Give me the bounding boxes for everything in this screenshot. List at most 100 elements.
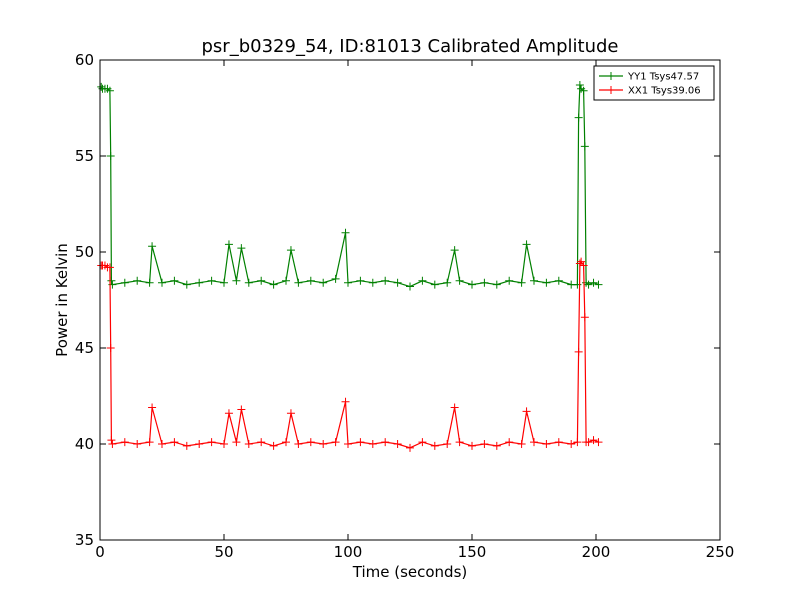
data-point <box>406 443 414 452</box>
data-point <box>393 440 402 448</box>
data-point <box>574 113 583 122</box>
series-line <box>100 84 599 288</box>
x-tick-label: 200 <box>582 543 611 561</box>
data-point <box>554 438 563 447</box>
data-point <box>158 278 166 287</box>
data-point <box>145 438 154 447</box>
data-point <box>517 278 526 287</box>
data-point <box>574 347 583 356</box>
data-point <box>148 242 157 251</box>
y-tick-label: 50 <box>75 243 94 261</box>
data-point <box>573 438 582 447</box>
data-point <box>530 276 538 285</box>
x-tick-label: 0 <box>95 543 105 561</box>
data-point <box>381 276 390 285</box>
data-point <box>594 438 603 447</box>
data-point <box>356 438 365 447</box>
data-point <box>319 278 328 287</box>
series-layer <box>97 80 603 452</box>
data-point <box>580 313 589 322</box>
x-tick-label: 250 <box>706 543 735 561</box>
data-point <box>589 278 598 287</box>
legend-entry-label: XX1 Tsys39.06 <box>628 86 701 97</box>
data-point <box>107 436 116 445</box>
data-point <box>170 438 179 447</box>
data-point <box>542 440 551 448</box>
x-tick-label: 100 <box>334 543 363 561</box>
data-point <box>505 438 514 447</box>
legend-marker <box>607 86 615 94</box>
data-point <box>207 438 216 447</box>
data-point <box>182 441 191 450</box>
data-point <box>554 276 563 285</box>
data-point <box>319 440 328 448</box>
data-point <box>430 441 439 450</box>
data-point <box>468 280 476 289</box>
data-point <box>341 228 350 237</box>
ticks-layer: 0 50 100 150 200 250 35 40 45 50 55 60 <box>75 51 734 561</box>
data-point <box>430 280 439 289</box>
data-point <box>195 278 204 287</box>
data-point <box>381 438 390 447</box>
data-point <box>106 152 115 160</box>
data-point <box>108 440 117 448</box>
data-point <box>344 278 352 287</box>
data-point <box>257 438 266 447</box>
data-point <box>282 438 290 447</box>
data-point <box>492 280 501 289</box>
legend-entry-label: YY1 Tsys47.57 <box>627 72 699 83</box>
data-point <box>589 436 598 445</box>
data-point <box>107 276 116 285</box>
data-point <box>455 276 464 285</box>
data-point <box>244 278 253 287</box>
data-point <box>368 278 377 287</box>
data-point <box>105 86 114 95</box>
x-tick-label: 150 <box>458 543 487 561</box>
data-point <box>406 282 414 291</box>
legend-box <box>593 65 715 101</box>
data-point <box>220 440 228 448</box>
y-tick-label: 55 <box>75 147 94 165</box>
data-point <box>269 280 278 289</box>
data-point <box>224 240 233 249</box>
data-point <box>294 440 303 448</box>
data-point <box>505 276 514 285</box>
data-point <box>492 441 501 450</box>
data-point <box>120 278 129 287</box>
data-point <box>282 276 290 285</box>
data-point <box>522 407 531 416</box>
data-point <box>106 344 115 352</box>
series-1 <box>97 80 603 291</box>
data-point <box>443 278 452 287</box>
data-point <box>580 142 589 151</box>
data-point <box>145 278 154 287</box>
y-tick-label: 45 <box>75 339 94 357</box>
data-point <box>450 403 459 412</box>
data-point <box>356 276 365 285</box>
data-point <box>542 278 551 287</box>
data-point <box>232 438 241 447</box>
data-point <box>344 440 352 448</box>
chart-title: psr_b0329_54, ID:81013 Calibrated Amplit… <box>202 36 619 57</box>
data-point <box>97 82 106 91</box>
data-point <box>455 438 464 447</box>
data-point <box>530 438 538 447</box>
data-point <box>443 440 452 448</box>
data-point <box>450 246 459 255</box>
data-point <box>237 405 246 414</box>
data-point <box>575 80 584 89</box>
series-2 <box>97 257 603 452</box>
data-point <box>120 438 129 447</box>
data-point <box>579 261 588 270</box>
y-axis-label: Power in Kelvin <box>53 243 71 357</box>
data-point <box>158 440 166 448</box>
data-point <box>133 276 142 285</box>
data-point <box>331 438 340 447</box>
y-tick-label: 40 <box>75 435 94 453</box>
data-point <box>294 278 303 287</box>
data-point <box>341 397 350 406</box>
data-point <box>257 276 266 285</box>
data-point <box>579 86 588 95</box>
data-point <box>244 440 253 448</box>
